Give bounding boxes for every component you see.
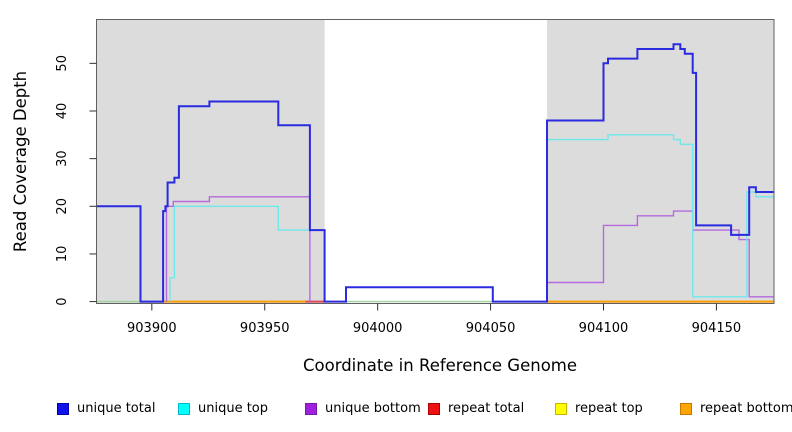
- legend-swatch-icon: [555, 403, 567, 415]
- x-tick-label: 904150: [692, 321, 742, 336]
- x-tick-label: 904000: [353, 321, 403, 336]
- legend-label: repeat top: [575, 401, 643, 416]
- series-lines: [96, 43, 774, 303]
- series-unique-total: [96, 43, 774, 303]
- legend-swatch-icon: [428, 403, 440, 415]
- legend-label: unique bottom: [325, 401, 421, 416]
- y-tick-label: 20: [55, 198, 70, 215]
- series-unique-top: [546, 134, 774, 302]
- x-axis: 903900 903950 904000 904050 904100 904150: [127, 303, 742, 336]
- legend-item-unique-total: unique total: [57, 398, 155, 420]
- legend-item-repeat-top: repeat top: [555, 398, 643, 420]
- x-tick-label: 903950: [240, 321, 290, 336]
- plot-border: [96, 19, 775, 304]
- y-tick-label: 0: [55, 297, 70, 305]
- series-unique-bottom: [345, 286, 494, 302]
- legend-swatch-icon: [57, 403, 69, 415]
- legend-swatch-icon: [680, 403, 692, 415]
- legend-item-unique-top: unique top: [178, 398, 268, 420]
- legend-item-unique-bottom: unique bottom: [305, 398, 421, 420]
- legend-item-repeat-total: repeat total: [428, 398, 524, 420]
- y-tick-label: 50: [55, 55, 70, 72]
- x-tick-label: 903900: [127, 321, 177, 336]
- legend-item-repeat-bottom: repeat bottom: [680, 398, 792, 420]
- legend-label: unique top: [198, 401, 269, 416]
- x-axis-title: Coordinate in Reference Genome: [303, 356, 577, 375]
- shaded-region: [547, 19, 774, 304]
- shaded-region: [96, 19, 325, 304]
- x-tick-label: 904100: [579, 321, 629, 336]
- y-tick-label: 30: [55, 150, 70, 167]
- y-axis-title: Read Coverage Depth: [11, 71, 30, 252]
- series-unique-bottom: [546, 210, 774, 302]
- legend-label: unique total: [77, 401, 156, 416]
- legend-swatch-icon: [305, 403, 317, 415]
- chart-legend: unique total unique top unique bottom repea…: [0, 398, 792, 424]
- shaded-regions: [96, 19, 774, 304]
- x-tick-label: 904050: [466, 321, 516, 336]
- y-tick-label: 10: [55, 246, 70, 263]
- legend-label: repeat bottom: [700, 401, 792, 416]
- legend-label: repeat total: [448, 401, 525, 416]
- legend-swatch-icon: [178, 403, 190, 415]
- y-axis: 0 10 20 30 40 50: [55, 55, 97, 306]
- y-tick-label: 40: [55, 103, 70, 120]
